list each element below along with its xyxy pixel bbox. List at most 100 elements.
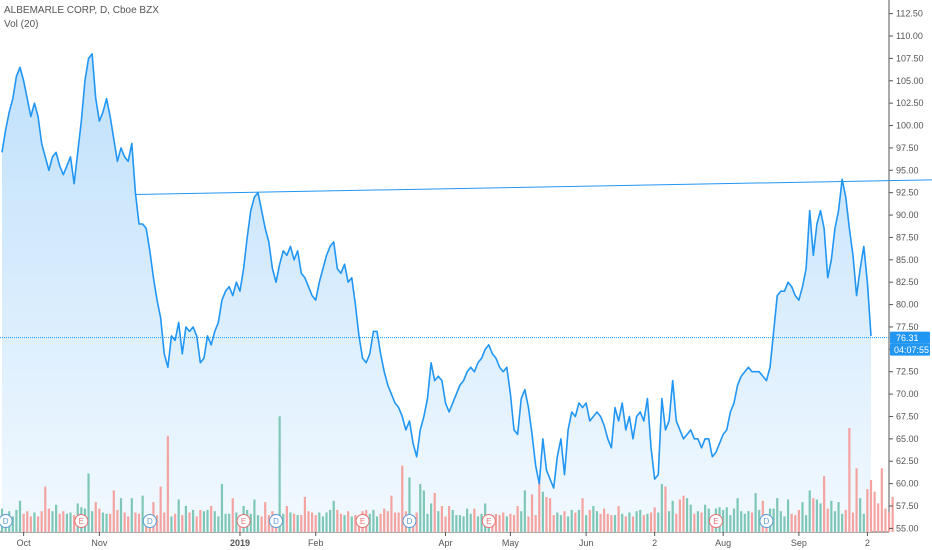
volume-bar <box>776 498 779 532</box>
volume-bar <box>859 498 862 532</box>
volume-bar <box>383 508 386 532</box>
earnings-marker[interactable]: E <box>74 514 89 528</box>
volume-bar <box>256 515 260 532</box>
volume-bar <box>830 500 833 532</box>
price-area-fill <box>2 53 871 533</box>
y-tick-label: 105.00 <box>896 76 924 86</box>
x-tick-label: Sep <box>791 538 807 548</box>
volume-bar <box>750 512 754 532</box>
volume-bar <box>639 509 642 532</box>
price-line[interactable] <box>1 53 872 489</box>
dividend-marker[interactable]: D <box>402 514 417 528</box>
volume-bar <box>332 500 335 532</box>
y-tick-label: 95.00 <box>896 165 919 175</box>
volume-bar <box>419 483 422 532</box>
volume-bar <box>429 503 433 532</box>
volume-bar <box>649 512 653 532</box>
volume-bar <box>671 500 674 532</box>
marker-label: D <box>3 517 9 526</box>
marker-label: E <box>360 517 365 526</box>
volume-bar <box>73 515 76 532</box>
dividend-marker[interactable]: D <box>0 514 13 528</box>
volume-bar <box>884 508 887 532</box>
dividend-marker[interactable]: D <box>759 514 774 528</box>
volume-bar <box>815 499 819 532</box>
volume-bar <box>354 515 357 532</box>
volume-bar <box>556 512 559 532</box>
symbol-title[interactable]: ALBEMARLE CORP, D, Cboe BZX <box>4 5 159 16</box>
volume-bar <box>736 498 739 532</box>
volume-bar <box>689 504 692 532</box>
volume-bar <box>660 483 663 532</box>
volume-bar <box>823 476 826 532</box>
marker-circle <box>481 514 496 528</box>
volume-bar <box>743 513 746 532</box>
volume-bar <box>292 513 296 532</box>
volume-bar <box>653 507 656 532</box>
volume-bar <box>206 509 209 532</box>
volume-bar <box>722 509 725 532</box>
volume-bar <box>707 508 710 532</box>
y-tick-label: 97.50 <box>896 143 919 153</box>
marker-circle <box>759 514 774 528</box>
dividend-marker[interactable]: D <box>269 514 284 528</box>
volume-bar <box>812 498 815 532</box>
volume-bar <box>40 511 43 532</box>
volume-bar <box>130 498 133 532</box>
volume-bar <box>62 511 65 532</box>
y-tick-label: 77.50 <box>896 322 919 332</box>
volume-bar <box>181 515 184 532</box>
volume-bar <box>285 506 288 532</box>
y-tick-label: 92.50 <box>896 188 919 198</box>
volume-bar <box>494 513 498 532</box>
volume-bar <box>51 511 54 532</box>
volume-bar <box>559 515 562 532</box>
volume-bar <box>11 516 14 532</box>
y-tick-label: 55.00 <box>896 523 919 533</box>
y-tick-label: 112.50 <box>896 9 923 19</box>
volume-bar <box>866 489 869 532</box>
volume-bar <box>887 512 891 532</box>
volume-bar <box>29 516 32 532</box>
resistance-trendline[interactable] <box>135 174 932 195</box>
volume-bar <box>451 509 454 532</box>
y-tick-label: 65.00 <box>896 434 919 444</box>
volume-bar <box>210 506 213 532</box>
y-tick-label: 70.00 <box>896 389 919 399</box>
volume-bar <box>704 504 707 532</box>
earnings-marker[interactable]: E <box>708 514 723 528</box>
dividend-marker[interactable]: D <box>142 514 157 528</box>
volume-bar <box>585 515 588 532</box>
last-price-badge <box>890 331 930 344</box>
volume-bar <box>123 512 126 532</box>
volume-bar <box>184 506 187 532</box>
volume-bar <box>527 516 530 532</box>
volume-bar <box>523 490 526 532</box>
volume-bar <box>170 516 173 532</box>
volume-bar <box>520 511 523 532</box>
volume-bar <box>166 435 169 532</box>
y-tick-label: 67.50 <box>896 411 919 421</box>
marker-circle <box>269 514 284 528</box>
volume-bar <box>325 512 328 532</box>
volume-bar <box>469 513 472 532</box>
volume-bar <box>873 491 876 532</box>
volume-bar <box>217 516 220 532</box>
volume-bar <box>545 496 548 532</box>
volume-indicator-label[interactable]: Vol (20) <box>4 19 39 30</box>
volume-bar <box>307 511 310 532</box>
earnings-marker[interactable]: E <box>481 514 496 528</box>
earnings-marker[interactable]: E <box>355 514 370 528</box>
volume-bar <box>163 512 166 532</box>
marker-circle <box>74 514 89 528</box>
countdown-badge <box>890 343 930 356</box>
volume-bar <box>617 506 620 532</box>
volume-bar <box>44 486 47 532</box>
volume-bar <box>686 498 689 532</box>
earnings-marker[interactable]: E <box>236 514 251 528</box>
volume-bar <box>375 516 379 532</box>
volume-bar <box>69 512 72 532</box>
volume-bar <box>408 477 411 532</box>
x-tick-label: Apr <box>439 538 453 548</box>
